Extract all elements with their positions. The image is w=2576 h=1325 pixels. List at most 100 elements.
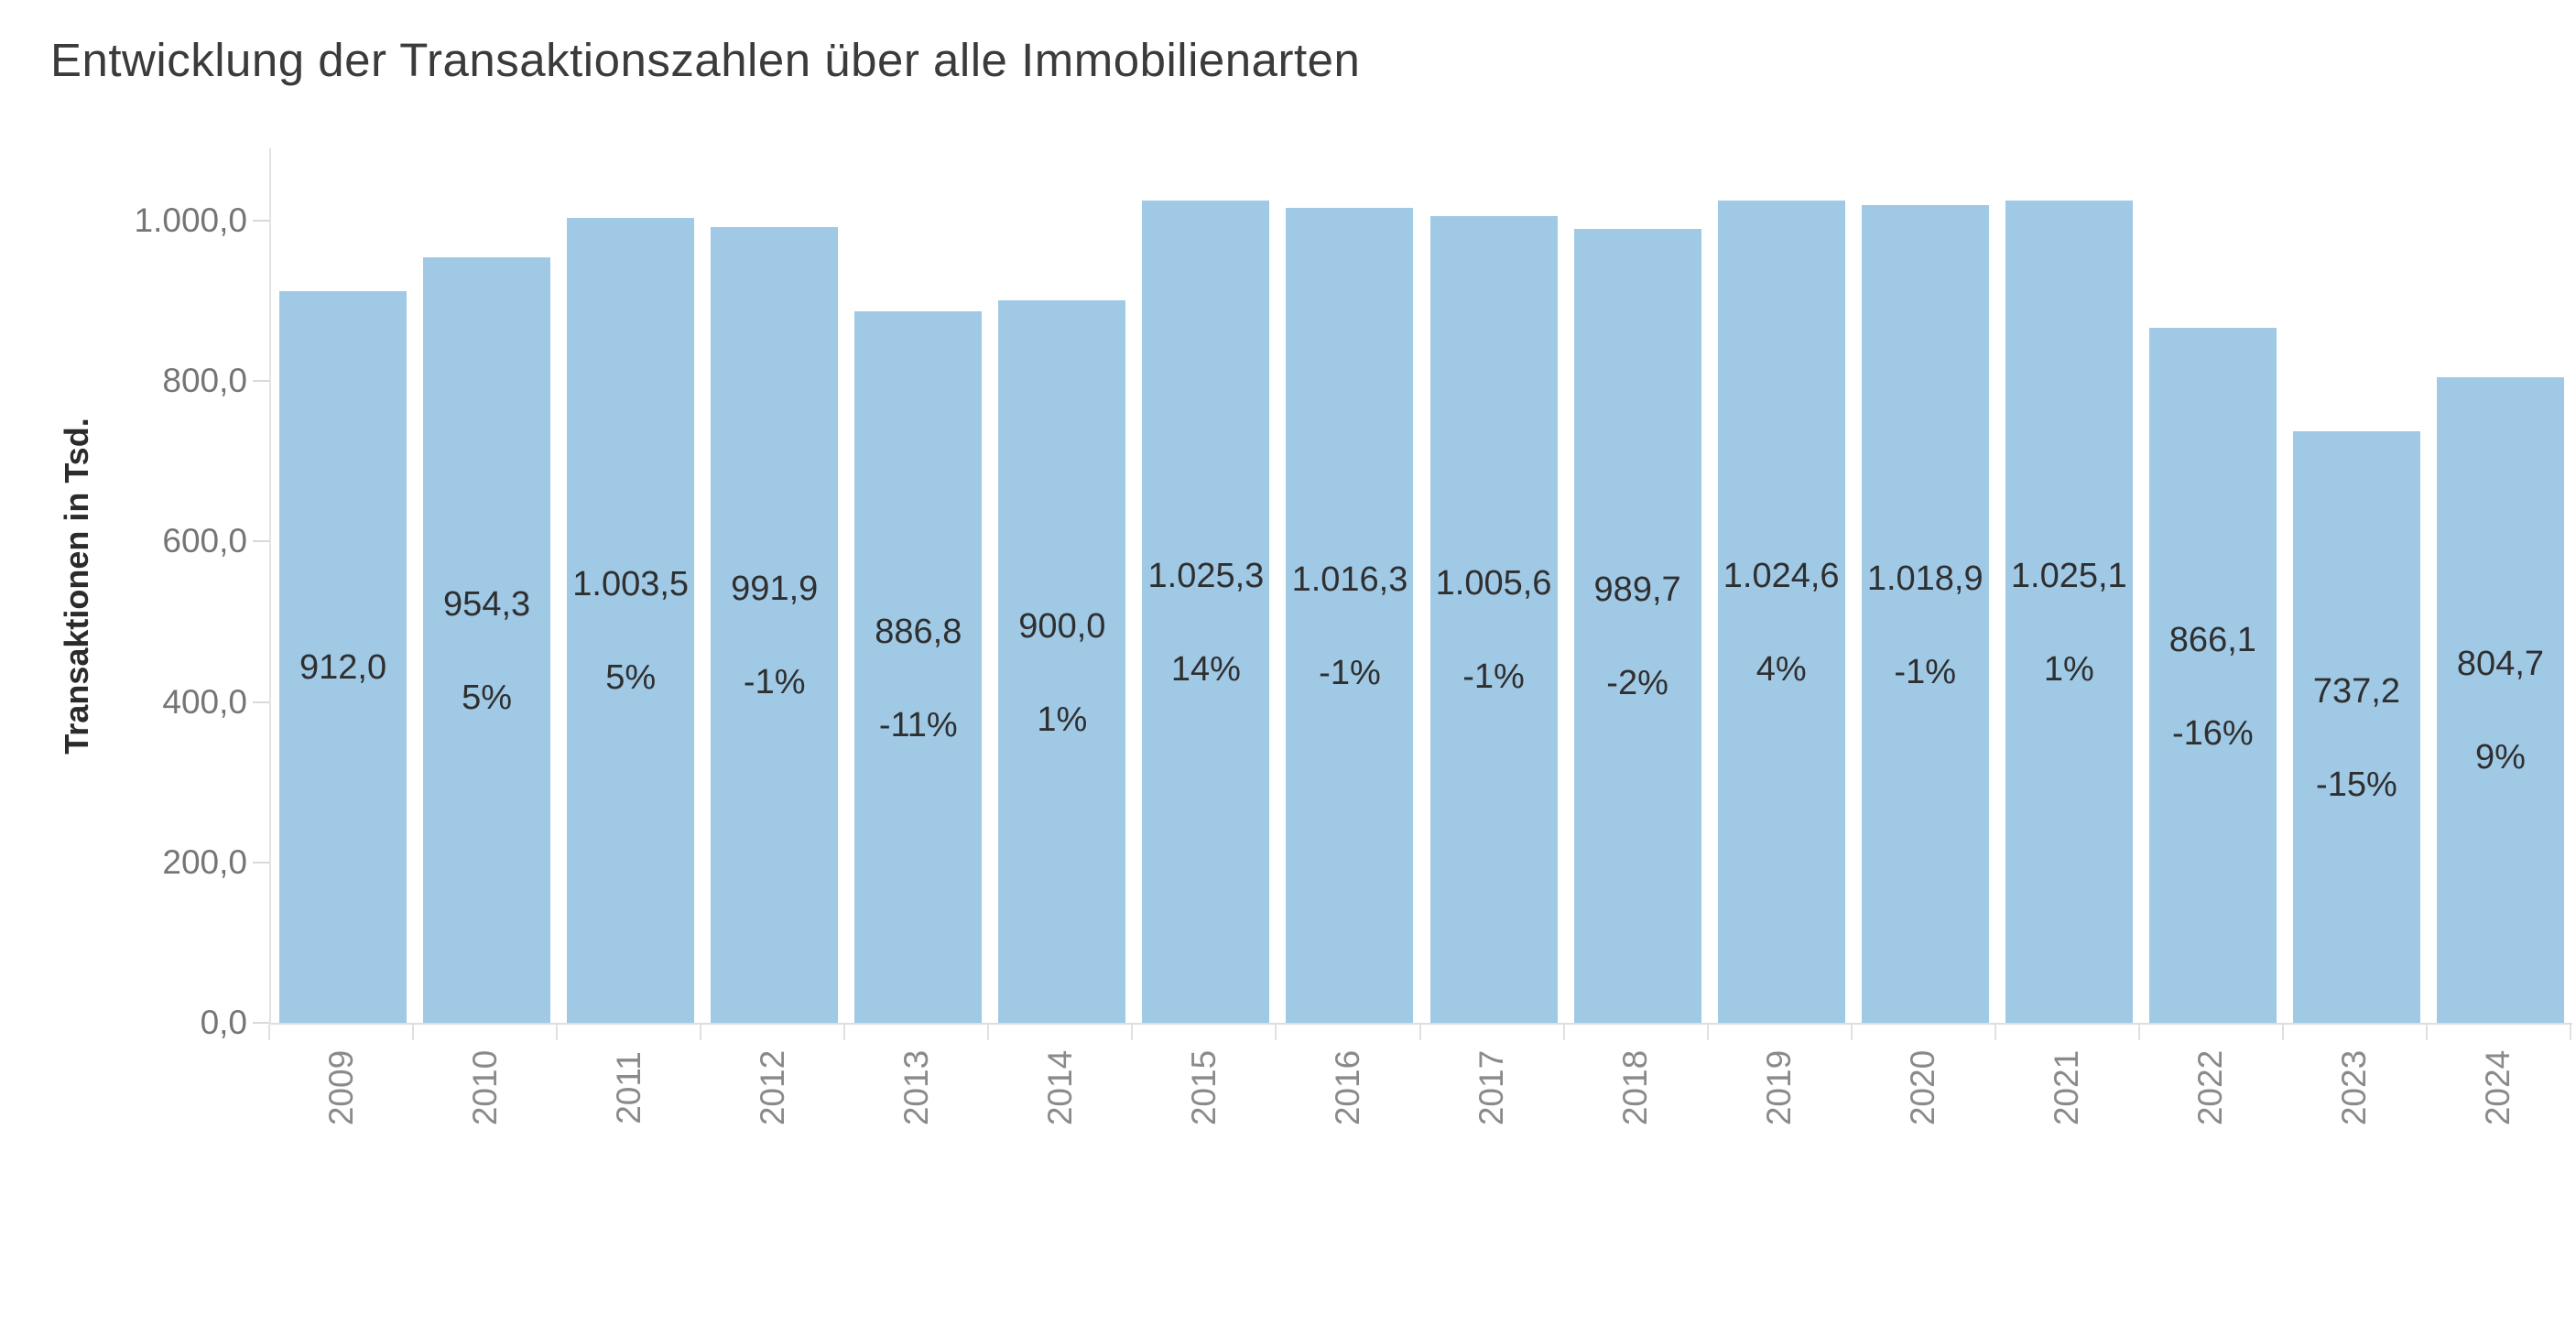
x-tick-2019: 2019 — [1760, 1049, 1799, 1126]
x-band-tick — [1418, 1025, 1421, 1040]
x-tick-2012: 2012 — [753, 1049, 791, 1126]
bar-percent-label: -1% — [743, 663, 806, 702]
bar-column-2017: 1.005,6 -1% — [1422, 148, 1566, 1023]
x-band-tick — [556, 1025, 559, 1040]
bar-2021[interactable]: 1.025,1 1% — [2005, 200, 2133, 1023]
bar-value-label: 991,9 — [731, 570, 819, 609]
bar-2013[interactable]: 886,8 -11% — [854, 311, 983, 1023]
bar-labels: 1.016,3 -1% — [1292, 559, 1408, 694]
x-tick-2011: 2011 — [609, 1051, 647, 1124]
bar-2011[interactable]: 1.003,5 5% — [567, 217, 695, 1023]
bar-percent-label: 5% — [605, 658, 657, 698]
bar-percent-label: 1% — [1037, 700, 1088, 739]
x-tick-2018: 2018 — [1616, 1049, 1655, 1126]
bar-percent-label: 9% — [2475, 738, 2526, 777]
bar-percent-label: -15% — [2316, 766, 2397, 805]
bar-value-label: 886,8 — [875, 612, 962, 651]
bar-2015[interactable]: 1.025,3 14% — [1142, 200, 1270, 1023]
x-band-tick — [412, 1025, 415, 1040]
bar-percent-label: 5% — [462, 678, 513, 717]
bar-2009[interactable]: 912,0 — [279, 290, 408, 1023]
bar-labels: 1.003,5 5% — [572, 563, 689, 699]
bar-column-2019: 1.024,6 4% — [1710, 148, 1853, 1023]
bar-percent-label: -11% — [878, 705, 958, 744]
x-tick-2023: 2023 — [2335, 1049, 2374, 1126]
y-tick-mark — [253, 380, 269, 383]
bar-2023[interactable]: 737,2 -15% — [2292, 431, 2420, 1023]
y-tick-label: 0,0 — [200, 1004, 247, 1041]
bar-2017[interactable]: 1.005,6 -1% — [1429, 215, 1558, 1023]
y-tick-label: 400,0 — [162, 682, 247, 721]
bar-percent-label: -1% — [1894, 652, 1957, 691]
bar-value-label: 1.003,5 — [572, 565, 690, 604]
bar-value-label: 1.025,3 — [1147, 556, 1265, 595]
bar-labels: 1.025,1 1% — [2011, 555, 2127, 690]
bar-percent-label: 4% — [1755, 650, 1807, 690]
bar-labels: 1.024,6 4% — [1723, 555, 1840, 690]
bar-value-label: 1.025,1 — [2010, 556, 2127, 595]
bar-column-2011: 1.003,5 5% — [559, 148, 702, 1023]
bar-labels: 912,0 — [299, 646, 386, 689]
x-tick-2010: 2010 — [465, 1049, 504, 1126]
x-band-tick — [1131, 1025, 1134, 1040]
bar-column-2021: 1.025,1 1% — [1997, 148, 2141, 1023]
y-tick-mark — [253, 861, 269, 863]
plot-area: 912,0 954,3 5% 1.003,5 5% 991,9 -1% 886,8 -11% 90… — [269, 148, 2572, 1025]
x-band-tick — [987, 1025, 990, 1040]
chart-title: Entwicklung der Transaktionszahlen über … — [50, 34, 1361, 86]
bar-column-2013: 886,8 -11% — [846, 148, 990, 1023]
bar-value-label: 1.005,6 — [1435, 564, 1552, 603]
x-band-tick — [2425, 1025, 2428, 1040]
bar-value-label: 1.016,3 — [1291, 559, 1408, 599]
x-band-tick — [1275, 1025, 1277, 1040]
bar-value-label: 737,2 — [2312, 672, 2400, 711]
bar-2010[interactable]: 954,3 5% — [423, 256, 551, 1023]
y-tick-label: 1.000,0 — [134, 201, 247, 239]
x-tick-2017: 2017 — [1473, 1049, 1511, 1126]
bar-2024[interactable]: 804,7 9% — [2436, 376, 2564, 1023]
bar-2016[interactable]: 1.016,3 -1% — [1286, 207, 1414, 1023]
bar-labels: 989,7 -2% — [1594, 569, 1681, 704]
bar-2022[interactable]: 866,1 -16% — [2148, 328, 2277, 1023]
bar-2019[interactable]: 1.024,6 4% — [1717, 201, 1845, 1023]
bar-2020[interactable]: 1.018,9 -1% — [1861, 205, 1989, 1023]
bar-column-2022: 866,1 -16% — [2141, 148, 2285, 1023]
bar-value-label: 900,0 — [1018, 606, 1106, 646]
bar-labels: 1.005,6 -1% — [1436, 562, 1552, 698]
x-tick-2022: 2022 — [2191, 1049, 2230, 1126]
bar-labels: 804,7 9% — [2457, 643, 2544, 778]
x-band-tick — [2570, 1025, 2571, 1040]
bar-column-2012: 991,9 -1% — [702, 148, 846, 1023]
bar-2014[interactable]: 900,0 1% — [998, 300, 1126, 1023]
y-tick-label: 200,0 — [162, 842, 247, 881]
x-band-tick — [1706, 1025, 1709, 1040]
bar-percent-label: -2% — [1606, 664, 1668, 703]
bar-labels: 954,3 5% — [443, 583, 530, 719]
bar-labels: 1.018,9 -1% — [1867, 558, 1984, 693]
y-tick-mark — [253, 1022, 269, 1024]
bar-column-2014: 900,0 1% — [990, 148, 1134, 1023]
y-tick-mark — [253, 540, 269, 543]
y-tick-mark — [253, 219, 269, 222]
x-band-tick — [1994, 1025, 1996, 1040]
bar-percent-label: 14% — [1170, 649, 1241, 689]
bar-labels: 991,9 -1% — [731, 568, 818, 703]
bar-percent-label: -1% — [1319, 653, 1381, 692]
bar-column-2016: 1.016,3 -1% — [1277, 148, 1421, 1023]
bar-labels: 900,0 1% — [1018, 605, 1105, 741]
bar-labels: 886,8 -11% — [875, 611, 962, 746]
bar-2018[interactable]: 989,7 -2% — [1573, 228, 1701, 1023]
bar-column-2010: 954,3 5% — [415, 148, 559, 1023]
x-tick-2020: 2020 — [1904, 1049, 1942, 1126]
bar-value-label: 1.018,9 — [1866, 559, 1984, 598]
bar-value-label: 954,3 — [443, 584, 531, 624]
x-tick-2013: 2013 — [897, 1049, 935, 1126]
bar-column-2024: 804,7 9% — [2429, 148, 2572, 1023]
bar-column-2023: 737,2 -15% — [2285, 148, 2429, 1023]
x-tick-2024: 2024 — [2479, 1049, 2517, 1126]
x-tick-2016: 2016 — [1328, 1049, 1366, 1126]
bars-container: 912,0 954,3 5% 1.003,5 5% 991,9 -1% 886,8 -11% 90… — [271, 148, 2572, 1023]
bar-2012[interactable]: 991,9 -1% — [711, 226, 839, 1023]
bar-percent-label: -16% — [2171, 713, 2254, 753]
